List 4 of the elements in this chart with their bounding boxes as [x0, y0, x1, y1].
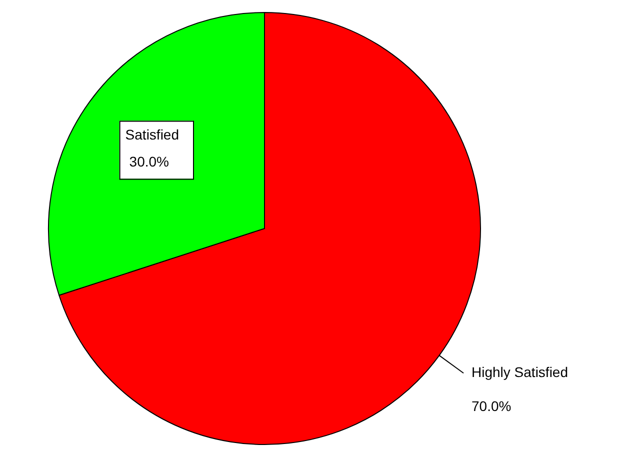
- slice-label: Satisfied: [125, 126, 180, 143]
- slice-label: Highly Satisfied: [472, 364, 568, 380]
- data-label: 70.0%: [472, 398, 512, 414]
- data-label: 30.0%: [129, 154, 170, 170]
